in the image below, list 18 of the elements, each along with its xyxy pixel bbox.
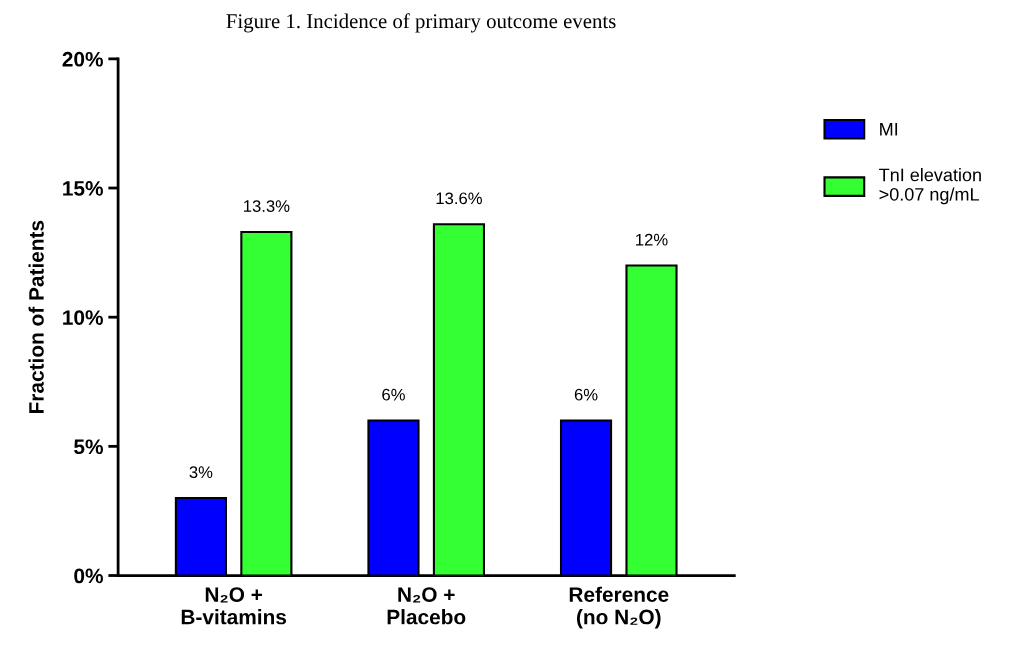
y-tick-label: 5% [74, 439, 103, 455]
data-label: 13.3% [244, 200, 290, 212]
data-label: 12% [636, 233, 668, 246]
y-tick-label: 15% [63, 181, 103, 196]
y-tick-label: 20% [62, 51, 103, 67]
chart-title: Figure 1. Incidence of primary outcome events [226, 13, 616, 33]
data-label: 13.6% [436, 192, 482, 205]
legend-label: MI [880, 122, 898, 136]
data-label: 6% [382, 388, 405, 401]
y-axis-title: Fraction of Patients [28, 220, 44, 414]
y-tick-label: 0% [74, 568, 103, 584]
x-tick-label: N₂O + Placebo [387, 587, 466, 625]
x-tick-label: Reference (no N₂O) [569, 586, 669, 629]
data-label: 6% [574, 388, 598, 401]
x-tick-label: N₂O + B-vitamins [181, 587, 287, 625]
y-tick-label: 10% [63, 310, 103, 325]
data-label: 3% [189, 466, 213, 479]
legend-label: TnI elevation >0.07 ng/mL [879, 168, 981, 205]
